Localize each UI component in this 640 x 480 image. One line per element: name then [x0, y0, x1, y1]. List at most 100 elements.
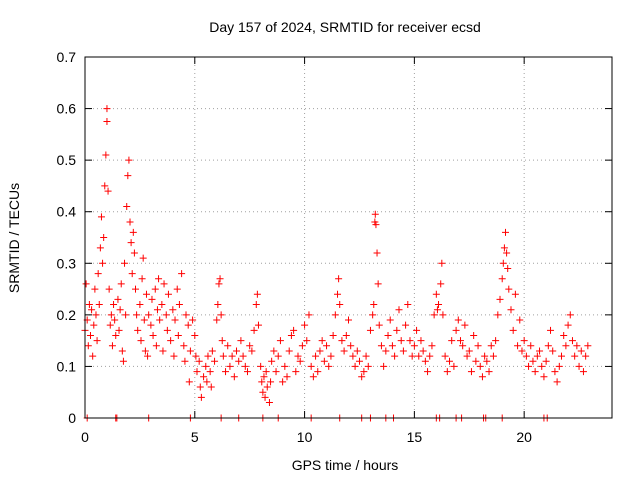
- plot-frame: [84, 56, 613, 419]
- data-point: [163, 326, 171, 334]
- data-point: [184, 321, 192, 329]
- data-point: [294, 352, 302, 360]
- data-point: [272, 368, 280, 376]
- data-point: [314, 368, 322, 376]
- grid-lines: [85, 57, 612, 418]
- data-point: [438, 259, 446, 267]
- data-point: [99, 259, 107, 267]
- data-point: [481, 352, 489, 360]
- data-point: [566, 311, 574, 319]
- y-tick-label: 0.3: [57, 255, 77, 271]
- data-point: [218, 337, 226, 345]
- data-point: [85, 301, 93, 309]
- data-point: [443, 368, 451, 376]
- data-point: [155, 275, 163, 283]
- data-point: [305, 311, 313, 319]
- data-point: [226, 362, 234, 370]
- data-point: [243, 368, 251, 376]
- data-point: [391, 352, 399, 360]
- y-tick-label: 0.4: [57, 204, 77, 220]
- data-point: [151, 285, 159, 293]
- data-point: [424, 368, 432, 376]
- data-point: [217, 311, 225, 319]
- data-point: [114, 295, 122, 303]
- data-point: [402, 321, 410, 329]
- data-point: [472, 357, 480, 365]
- y-tick-label: 0.5: [57, 152, 77, 168]
- data-point: [560, 331, 568, 339]
- data-point: [408, 352, 416, 360]
- data-point: [406, 337, 414, 345]
- data-point: [538, 362, 546, 370]
- data-point: [432, 290, 440, 298]
- data-point: [235, 357, 243, 365]
- data-point: [370, 301, 378, 309]
- data-point: [505, 285, 513, 293]
- y-tick-label: 0.6: [57, 101, 77, 117]
- data-point: [86, 331, 94, 339]
- data-point: [182, 311, 190, 319]
- data-point: [371, 210, 379, 218]
- data-point: [134, 326, 142, 334]
- data-point: [173, 285, 181, 293]
- data-point: [287, 331, 295, 339]
- data-point: [529, 357, 537, 365]
- data-point: [345, 316, 352, 324]
- data-point: [374, 280, 382, 288]
- data-point: [149, 331, 157, 339]
- data-point: [164, 290, 172, 298]
- data-point: [129, 228, 137, 236]
- data-point: [267, 378, 275, 386]
- data-point: [433, 306, 441, 314]
- data-point: [140, 316, 148, 324]
- data-point: [456, 337, 464, 345]
- data-point: [404, 301, 412, 309]
- data-point: [259, 388, 267, 396]
- data-point: [577, 347, 585, 355]
- data-point: [467, 368, 475, 376]
- x-tick-label: 10: [297, 429, 313, 445]
- data-point: [549, 347, 557, 355]
- data-point: [196, 383, 204, 391]
- data-point: [312, 352, 320, 360]
- x-tick-label: 5: [191, 429, 199, 445]
- data-point: [202, 362, 210, 370]
- data-point: [103, 105, 111, 113]
- data-point: [214, 301, 222, 309]
- data-point: [153, 306, 161, 314]
- data-point: [121, 259, 129, 267]
- data-point: [557, 352, 565, 360]
- data-point: [301, 321, 309, 329]
- x-tick-label: 20: [516, 429, 532, 445]
- data-point: [474, 342, 482, 350]
- data-point: [156, 316, 164, 324]
- data-point: [335, 275, 343, 283]
- data-point: [101, 182, 109, 190]
- data-point: [351, 362, 359, 370]
- y-axis-label: SRMTID / TECUs: [6, 183, 22, 293]
- data-point: [571, 352, 579, 360]
- data-point: [261, 393, 269, 401]
- data-point: [428, 342, 436, 350]
- data-point: [413, 326, 421, 334]
- data-point: [252, 301, 260, 309]
- data-point: [171, 316, 179, 324]
- data-point: [298, 342, 306, 350]
- data-point: [237, 337, 245, 345]
- data-point: [115, 326, 123, 334]
- data-point: [388, 342, 396, 350]
- data-point: [147, 321, 155, 329]
- data-point: [285, 347, 293, 355]
- data-point: [162, 311, 170, 319]
- data-point: [254, 321, 262, 329]
- data-point: [124, 172, 132, 180]
- data-point: [248, 347, 256, 355]
- data-point: [492, 337, 500, 345]
- data-point: [175, 301, 183, 309]
- data-point: [142, 290, 150, 298]
- data-point: [192, 352, 200, 360]
- data-point: [102, 151, 110, 159]
- data-point: [203, 378, 211, 386]
- data-point: [270, 347, 278, 355]
- data-point: [441, 352, 449, 360]
